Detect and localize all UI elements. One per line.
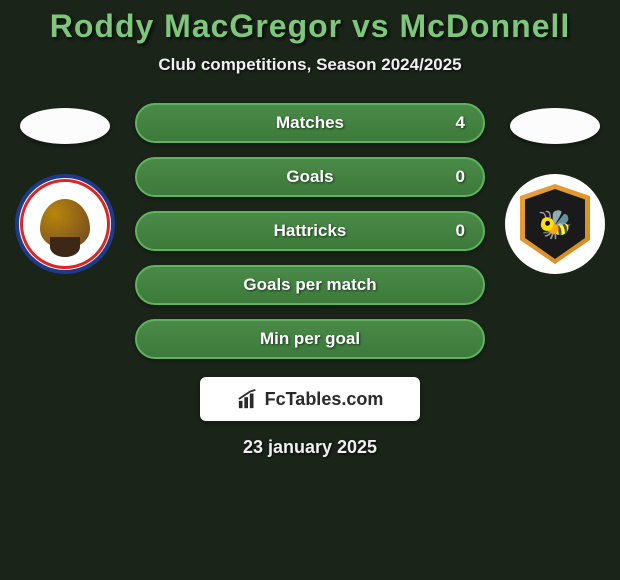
- stat-row-hattricks: Hattricks 0: [135, 211, 485, 251]
- stat-row-min-per-goal: Min per goal: [135, 319, 485, 359]
- brand-text: FcTables.com: [265, 389, 384, 410]
- club-crest-left: [15, 174, 115, 274]
- content-row: Matches 4 Goals 0 Hattricks 0 Goals per …: [0, 103, 620, 359]
- stat-label: Matches: [276, 113, 344, 133]
- stat-label: Goals per match: [243, 275, 376, 295]
- club-crest-right: [505, 174, 605, 274]
- date-text: 23 january 2025: [0, 437, 620, 458]
- page-title: Roddy MacGregor vs McDonnell: [0, 8, 620, 45]
- stats-list: Matches 4 Goals 0 Hattricks 0 Goals per …: [135, 103, 485, 359]
- stat-row-goals-per-match: Goals per match: [135, 265, 485, 305]
- stat-row-goals: Goals 0: [135, 157, 485, 197]
- player-avatar-right: [510, 108, 600, 144]
- brand-logo: FcTables.com: [200, 377, 420, 421]
- subtitle: Club competitions, Season 2024/2025: [0, 55, 620, 75]
- left-side: [15, 108, 115, 274]
- crest-shield-icon: [520, 184, 590, 264]
- chart-icon: [237, 388, 259, 410]
- stat-value-right: 0: [456, 167, 465, 187]
- stat-label: Min per goal: [260, 329, 360, 349]
- stat-label: Hattricks: [274, 221, 347, 241]
- crest-emblem-icon: [40, 199, 90, 249]
- stat-value-right: 0: [456, 221, 465, 241]
- comparison-card: Roddy MacGregor vs McDonnell Club compet…: [0, 0, 620, 458]
- stat-row-matches: Matches 4: [135, 103, 485, 143]
- player-avatar-left: [20, 108, 110, 144]
- stat-label: Goals: [286, 167, 333, 187]
- stat-value-right: 4: [456, 113, 465, 133]
- right-side: [505, 108, 605, 274]
